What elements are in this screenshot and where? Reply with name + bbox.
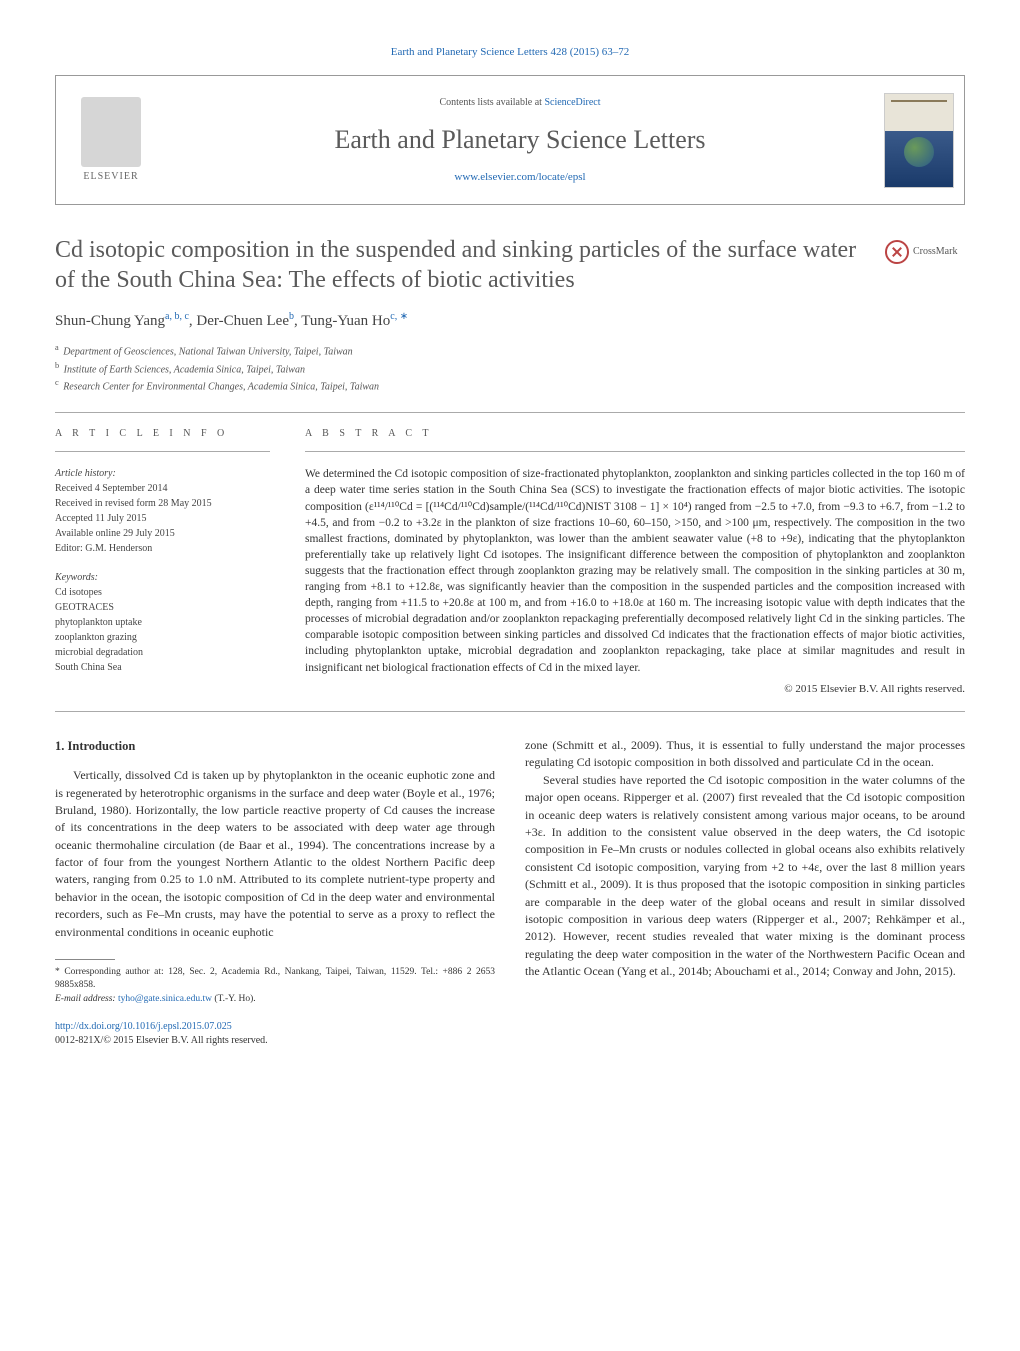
cover-thumbnail: [884, 93, 954, 188]
email-line: E-mail address: tyho@gate.sinica.edu.tw …: [55, 993, 495, 1006]
contents-lists-line: Contents lists available at ScienceDirec…: [174, 96, 866, 110]
body-column-right: zone (Schmitt et al., 2009). Thus, it is…: [525, 737, 965, 1049]
abstract-heading: a b s t r a c t: [305, 427, 965, 441]
publisher-logo: ELSEVIER: [56, 76, 166, 204]
body-two-column: 1. Introduction Vertically, dissolved Cd…: [55, 737, 965, 1049]
crossmark-icon: [885, 240, 909, 264]
author-2: , Der-Chuen Lee: [189, 313, 289, 329]
email-label: E-mail address:: [55, 994, 116, 1004]
contents-prefix: Contents lists available at: [439, 97, 544, 108]
abstract-text: We determined the Cd isotopic compositio…: [305, 466, 965, 675]
keywords-block: Keywords: Cd isotopes GEOTRACES phytopla…: [55, 570, 270, 675]
article-info-column: a r t i c l e i n f o Article history: R…: [55, 427, 270, 697]
affiliation-b: b Institute of Earth Sciences, Academia …: [55, 360, 965, 377]
keyword: microbial degradation: [55, 645, 270, 660]
email-who: (T.-Y. Ho).: [214, 994, 255, 1004]
keyword: GEOTRACES: [55, 600, 270, 615]
footnotes: * Corresponding author at: 128, Sec. 2, …: [55, 966, 495, 1006]
abstract-divider: [305, 451, 965, 452]
footnote-divider: [55, 959, 115, 960]
article-history: Article history: Received 4 September 20…: [55, 466, 270, 556]
corresponding-author-note: * Corresponding author at: 128, Sec. 2, …: [55, 966, 495, 993]
intro-paragraph-1: Vertically, dissolved Cd is taken up by …: [55, 767, 495, 941]
intro-paragraph-1-cont: zone (Schmitt et al., 2009). Thus, it is…: [525, 737, 965, 772]
history-online: Available online 29 July 2015: [55, 526, 270, 541]
elsevier-tree-icon: [81, 97, 141, 167]
crossmark-badge[interactable]: CrossMark: [885, 240, 965, 264]
abstract-copyright: © 2015 Elsevier B.V. All rights reserved…: [305, 682, 965, 697]
history-editor: Editor: G.M. Henderson: [55, 541, 270, 556]
email-address-link[interactable]: tyho@gate.sinica.edu.tw: [118, 994, 212, 1004]
keyword: zooplankton grazing: [55, 630, 270, 645]
doi-link[interactable]: http://dx.doi.org/10.1016/j.epsl.2015.07…: [55, 1021, 232, 1032]
journal-reference-top: Earth and Planetary Science Letters 428 …: [55, 40, 965, 75]
keyword: South China Sea: [55, 660, 270, 675]
history-accepted: Accepted 11 July 2015: [55, 511, 270, 526]
keyword: Cd isotopes: [55, 585, 270, 600]
info-divider-1: [55, 451, 270, 452]
divider-bottom: [55, 711, 965, 712]
authors-line: Shun-Chung Yanga, b, c, Der-Chuen Leeb, …: [55, 310, 965, 332]
intro-paragraph-2: Several studies have reported the Cd iso…: [525, 772, 965, 981]
body-column-left: 1. Introduction Vertically, dissolved Cd…: [55, 737, 495, 1049]
history-received: Received 4 September 2014: [55, 481, 270, 496]
divider-top: [55, 412, 965, 413]
author-1: Shun-Chung Yang: [55, 313, 165, 329]
affiliation-c: c Research Center for Environmental Chan…: [55, 377, 965, 394]
crossmark-label: CrossMark: [913, 245, 957, 259]
doi-block: http://dx.doi.org/10.1016/j.epsl.2015.07…: [55, 1020, 495, 1049]
author-3: , Tung-Yuan Ho: [294, 313, 390, 329]
affiliations: a Department of Geosciences, National Ta…: [55, 342, 965, 394]
section-1-heading: 1. Introduction: [55, 737, 495, 755]
author-1-affil: a, b, c: [165, 311, 189, 322]
issn-copyright: 0012-821X/© 2015 Elsevier B.V. All right…: [55, 1035, 268, 1046]
article-title: Cd isotopic composition in the suspended…: [55, 235, 865, 295]
journal-header: ELSEVIER Contents lists available at Sci…: [55, 75, 965, 205]
article-info-heading: a r t i c l e i n f o: [55, 427, 270, 441]
affiliation-a: a Department of Geosciences, National Ta…: [55, 342, 965, 359]
journal-cover: [874, 76, 964, 204]
keywords-label: Keywords:: [55, 570, 270, 585]
history-label: Article history:: [55, 466, 270, 481]
sciencedirect-link[interactable]: ScienceDirect: [544, 97, 600, 108]
author-3-affil: c, ∗: [390, 311, 408, 322]
keyword: phytoplankton uptake: [55, 615, 270, 630]
abstract-column: a b s t r a c t We determined the Cd iso…: [305, 427, 965, 697]
history-revised: Received in revised form 28 May 2015: [55, 496, 270, 511]
publisher-name: ELSEVIER: [83, 170, 138, 184]
journal-locate-url[interactable]: www.elsevier.com/locate/epsl: [174, 170, 866, 185]
journal-name: Earth and Planetary Science Letters: [174, 122, 866, 158]
header-center: Contents lists available at ScienceDirec…: [166, 76, 874, 204]
